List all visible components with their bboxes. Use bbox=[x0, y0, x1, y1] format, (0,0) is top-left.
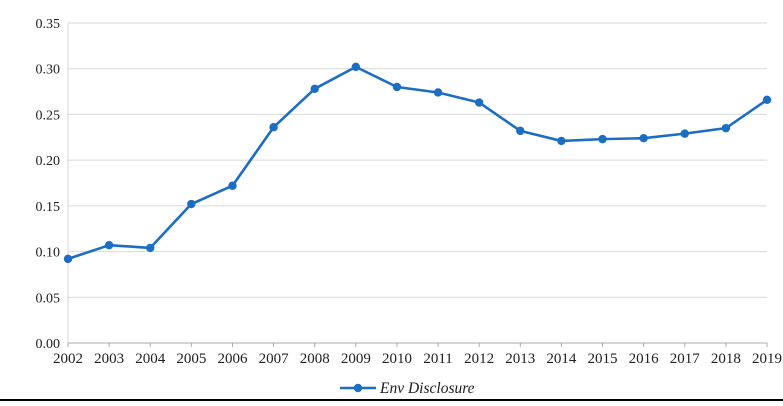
x-axis-label: 2010 bbox=[382, 351, 412, 367]
data-point bbox=[187, 199, 196, 209]
data-point bbox=[598, 134, 607, 144]
data-point bbox=[310, 84, 319, 94]
x-axis-label: 2017 bbox=[670, 351, 701, 367]
legend-marker-dot bbox=[353, 383, 363, 393]
data-point bbox=[392, 82, 402, 92]
x-axis-labels: 2002 2003 2004 2005 2006 2007 2008 2009 2010 2011… bbox=[53, 351, 782, 367]
legend: Env Disclosure bbox=[340, 380, 475, 397]
x-axis-label: 2013 bbox=[505, 351, 535, 367]
x-axis-label: 2007 bbox=[259, 351, 290, 367]
x-axis-label: 2002 bbox=[53, 351, 83, 367]
legend-label: Env Disclosure bbox=[379, 380, 475, 397]
data-point bbox=[762, 95, 772, 105]
y-axis-label: 0.35 bbox=[36, 17, 61, 32]
data-point bbox=[146, 243, 155, 253]
data-point bbox=[351, 62, 361, 72]
data-point bbox=[104, 240, 114, 250]
y-axis-label: 0.00 bbox=[36, 337, 61, 352]
axes bbox=[67, 23, 768, 347]
data-point bbox=[639, 134, 648, 143]
x-axis-label: 2018 bbox=[711, 351, 741, 367]
y-axis-label: 0.30 bbox=[36, 63, 61, 78]
gridlines bbox=[68, 22, 767, 344]
data-point bbox=[680, 129, 689, 138]
x-axis-label: 2014 bbox=[546, 351, 577, 367]
data-point bbox=[474, 98, 484, 107]
series-env-disclosure bbox=[63, 62, 772, 264]
data-point bbox=[63, 254, 73, 264]
data-point bbox=[228, 181, 237, 190]
y-axis-label: 0.15 bbox=[36, 200, 61, 215]
data-point bbox=[557, 136, 566, 146]
x-axis-label: 2006 bbox=[217, 351, 248, 367]
data-point bbox=[433, 88, 443, 97]
y-axis-label: 0.25 bbox=[36, 108, 61, 123]
series-line bbox=[66, 65, 769, 261]
x-axis-label: 2003 bbox=[94, 351, 124, 367]
y-axis-label: 0.10 bbox=[36, 246, 61, 261]
x-axis-label: 2016 bbox=[629, 351, 660, 367]
y-axis-label: 0.20 bbox=[36, 154, 61, 169]
x-axis-label: 2009 bbox=[341, 351, 371, 367]
x-axis-label: 2011 bbox=[423, 351, 452, 367]
x-axis-label: 2005 bbox=[176, 351, 206, 367]
y-axis-label: 0.05 bbox=[36, 291, 61, 306]
x-axis-label: 2008 bbox=[300, 351, 330, 367]
x-axis-label: 2012 bbox=[464, 351, 494, 367]
data-point bbox=[516, 126, 525, 136]
data-point bbox=[269, 123, 278, 132]
bottom-rule bbox=[0, 399, 783, 401]
x-axis-label: 2015 bbox=[588, 351, 618, 367]
data-point bbox=[721, 123, 731, 133]
x-axis-label: 2004 bbox=[135, 351, 166, 367]
x-axis-label: 2019 bbox=[752, 351, 782, 367]
y-axis-labels: 0.00 0.05 0.10 0.15 0.20 0.25 0.30 0.35 bbox=[36, 17, 61, 352]
